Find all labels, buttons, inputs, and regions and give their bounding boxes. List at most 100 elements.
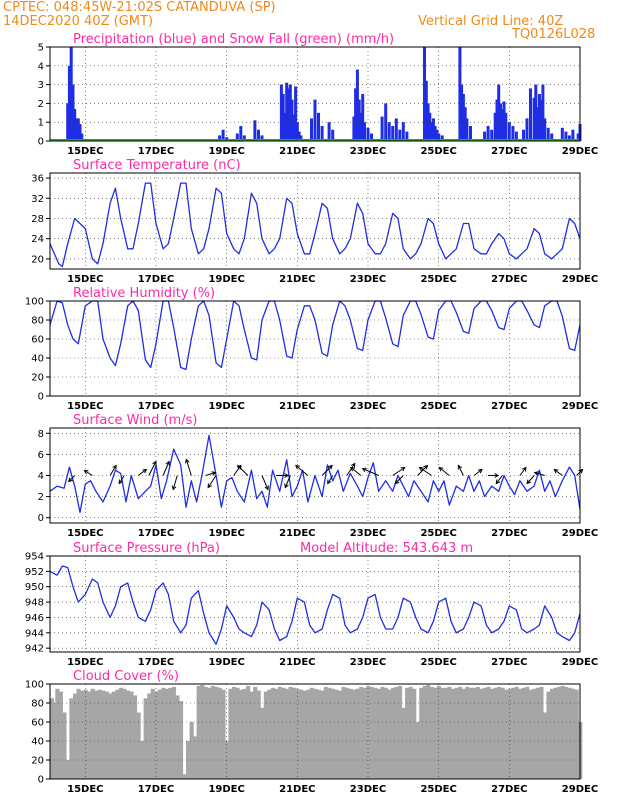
y-tick-label: 0 (38, 513, 44, 524)
x-tick-label: 29DEC (562, 274, 598, 285)
cloud-bar (454, 687, 459, 779)
y-tick-label: 100 (25, 680, 44, 691)
x-tick-label: 27DEC (491, 274, 527, 285)
precip-bar (67, 65, 71, 141)
x-tick-label: 27DEC (491, 146, 527, 157)
cloud-bar (376, 688, 381, 780)
precip-bar (387, 122, 391, 141)
cloud-bar (567, 687, 572, 779)
x-tick-label: 23DEC (350, 657, 386, 668)
wind-arrow-head (207, 483, 212, 489)
precip-bar (537, 94, 541, 141)
y-tick-label: 946 (25, 613, 44, 624)
plot-area (50, 173, 580, 269)
y-tick-label: 4 (38, 471, 44, 482)
precip-bar (292, 114, 296, 141)
wind-arrow-head (522, 466, 527, 472)
cloud-bar (486, 686, 491, 779)
cloud-bar (458, 686, 463, 779)
precip-bar (290, 99, 294, 141)
cloud-bar (511, 687, 516, 779)
y-tick-label: 0 (38, 775, 44, 786)
y-tick-label: 80 (31, 316, 44, 327)
precip-bar (384, 103, 388, 141)
y-tick-label: 952 (25, 567, 44, 578)
wind-arrow-head (327, 479, 332, 485)
wind-arrow-head (112, 464, 117, 470)
precip-bar (363, 122, 366, 141)
precip-bar (75, 118, 78, 141)
y-tick-label: 60 (31, 718, 44, 729)
y-tick-label: 20 (31, 756, 44, 767)
plot-frame (49, 555, 581, 653)
cloud-bar (118, 687, 123, 779)
cloud-bar (415, 722, 420, 779)
x-tick-label: 15DEC (67, 401, 103, 412)
wind-arrow (185, 459, 192, 476)
x-tick-label: 29DEC (562, 784, 598, 795)
cloud-bar (136, 712, 141, 779)
wind-arrow (205, 472, 216, 476)
y-tick-label: 80 (31, 699, 44, 710)
cloud-bar (532, 688, 537, 780)
precip-bar (71, 84, 75, 141)
x-tick-label: 25DEC (420, 401, 456, 412)
y-tick-label: 2 (38, 492, 44, 503)
cloud-bar (249, 691, 254, 779)
precip-bar (486, 126, 490, 141)
precip-bar (458, 47, 462, 141)
cloud-bar (90, 688, 95, 780)
wind-arrow (473, 469, 483, 476)
wind-arrow-head (553, 468, 559, 474)
y-tick-label: 3 (38, 80, 44, 91)
cloud-bar (408, 686, 413, 779)
cloud-bar (380, 686, 385, 779)
y-tick-label: 942 (25, 644, 44, 655)
cloud-bar (267, 689, 272, 779)
y-tick-label: 8 (38, 429, 44, 440)
precip-bar (430, 122, 434, 141)
cloud-bar (401, 707, 406, 780)
wind-arrow (138, 469, 147, 476)
plot-frame (49, 172, 581, 270)
precip-bar (361, 94, 365, 141)
cloud-bar (164, 688, 169, 780)
cloud-bar (253, 686, 258, 779)
cloud-bar (129, 691, 134, 779)
x-tick-label: 15DEC (67, 784, 103, 795)
cloud-bar (101, 690, 106, 779)
wind-arrow-head (361, 467, 367, 473)
cloud-bar (334, 689, 339, 779)
cloud-bar (210, 685, 215, 779)
precip-bar (426, 103, 430, 141)
precip-bar (297, 131, 301, 141)
wind-arrow-head (418, 466, 424, 472)
wind-arrow (237, 465, 249, 476)
precip-bar (511, 126, 515, 141)
precip-bar (571, 129, 575, 141)
precip-bar (310, 118, 313, 141)
cloud-bar (451, 688, 456, 780)
precip-bar (522, 129, 525, 141)
wind-arrow (172, 475, 178, 490)
wind-arrow-head (118, 479, 123, 485)
precip-bar (235, 133, 239, 141)
precip-bar (495, 99, 499, 141)
x-tick-label: 23DEC (350, 274, 386, 285)
cloud-bar (288, 686, 293, 779)
x-tick-label: 17DEC (138, 274, 174, 285)
precip-bar (461, 94, 465, 141)
precip-bar (529, 88, 532, 141)
x-tick-label: 23DEC (350, 528, 386, 539)
cloud-bar (444, 687, 449, 779)
wind-arrow-head (438, 466, 444, 472)
wind-arrow (327, 475, 334, 484)
wind-arrow-head (526, 479, 531, 485)
cloud-bar (493, 687, 498, 779)
precip-bar (405, 131, 409, 141)
precip-bar (391, 126, 395, 141)
precip-bar (550, 133, 554, 141)
precip-bar (327, 122, 331, 141)
precip-bar (499, 103, 502, 141)
cloud-bar (465, 686, 470, 779)
